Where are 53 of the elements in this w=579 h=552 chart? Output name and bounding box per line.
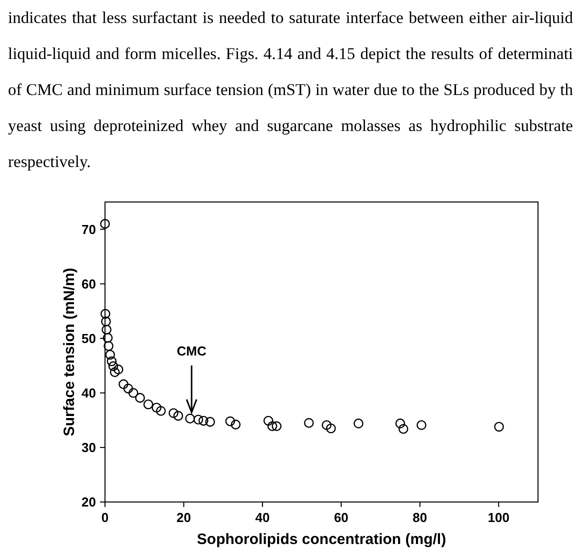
- y-axis-title: Surface tension (mN/m): [61, 268, 78, 436]
- y-tick-label: 50: [82, 330, 96, 346]
- point: [102, 332, 113, 343]
- point: [185, 414, 195, 424]
- point: [100, 218, 110, 229]
- point: [263, 416, 274, 426]
- point: [108, 361, 118, 372]
- point: [304, 418, 314, 428]
- point: [398, 424, 408, 434]
- y-tick-label: 40: [82, 385, 96, 400]
- point: [198, 416, 208, 426]
- point: [168, 408, 178, 418]
- x-tick-label: 0: [101, 510, 109, 525]
- y-tick-label: 70: [82, 222, 96, 237]
- point: [267, 421, 278, 432]
- x-tick-label: 20: [176, 510, 191, 525]
- point: [272, 421, 282, 432]
- point: [156, 406, 166, 416]
- point: [326, 423, 336, 434]
- point: [225, 416, 236, 426]
- y-tick-label: 30: [82, 440, 96, 455]
- point: [173, 410, 184, 421]
- point: [230, 420, 241, 430]
- point: [205, 416, 215, 427]
- point: [494, 422, 504, 432]
- x-tick-label: 100: [488, 510, 510, 525]
- point: [105, 350, 116, 360]
- annotation: CMC: [176, 343, 208, 358]
- y-tick-label: 60: [82, 276, 96, 292]
- point: [113, 364, 124, 374]
- x-tick-label: 60: [334, 510, 348, 525]
- y-tick-label: 20: [82, 494, 96, 510]
- point: [395, 418, 406, 428]
- point: [152, 402, 162, 413]
- point: [106, 356, 117, 366]
- point: [102, 324, 112, 335]
- point: [322, 420, 332, 430]
- point: [354, 418, 364, 428]
- point: [101, 316, 111, 326]
- x-tick-label: 40: [255, 510, 270, 525]
- point: [123, 384, 134, 394]
- point: [118, 379, 128, 390]
- point: [128, 388, 138, 398]
- point: [104, 341, 114, 351]
- point: [143, 399, 154, 410]
- text: indicates that less surfactant is needed to saturate interface between either air-liquid liquid-liquid and form micelles. Figs. 4.14 and 4.15 depict the results of determinati of CMC and minimum surface tension (mST) in water due to the SLs produced by th yeast using deproteinized whey and sugarcane molasses as hydrophilic substrate respectively.: [7, 7, 574, 173]
- point: [100, 308, 110, 319]
- x-axis-title: Sophorolipids concentration (mg/l): [196, 531, 446, 548]
- point: [110, 367, 120, 378]
- point: [135, 392, 145, 403]
- point: [193, 414, 204, 425]
- x-tick-label: 80: [412, 510, 428, 525]
- point: [416, 420, 426, 430]
